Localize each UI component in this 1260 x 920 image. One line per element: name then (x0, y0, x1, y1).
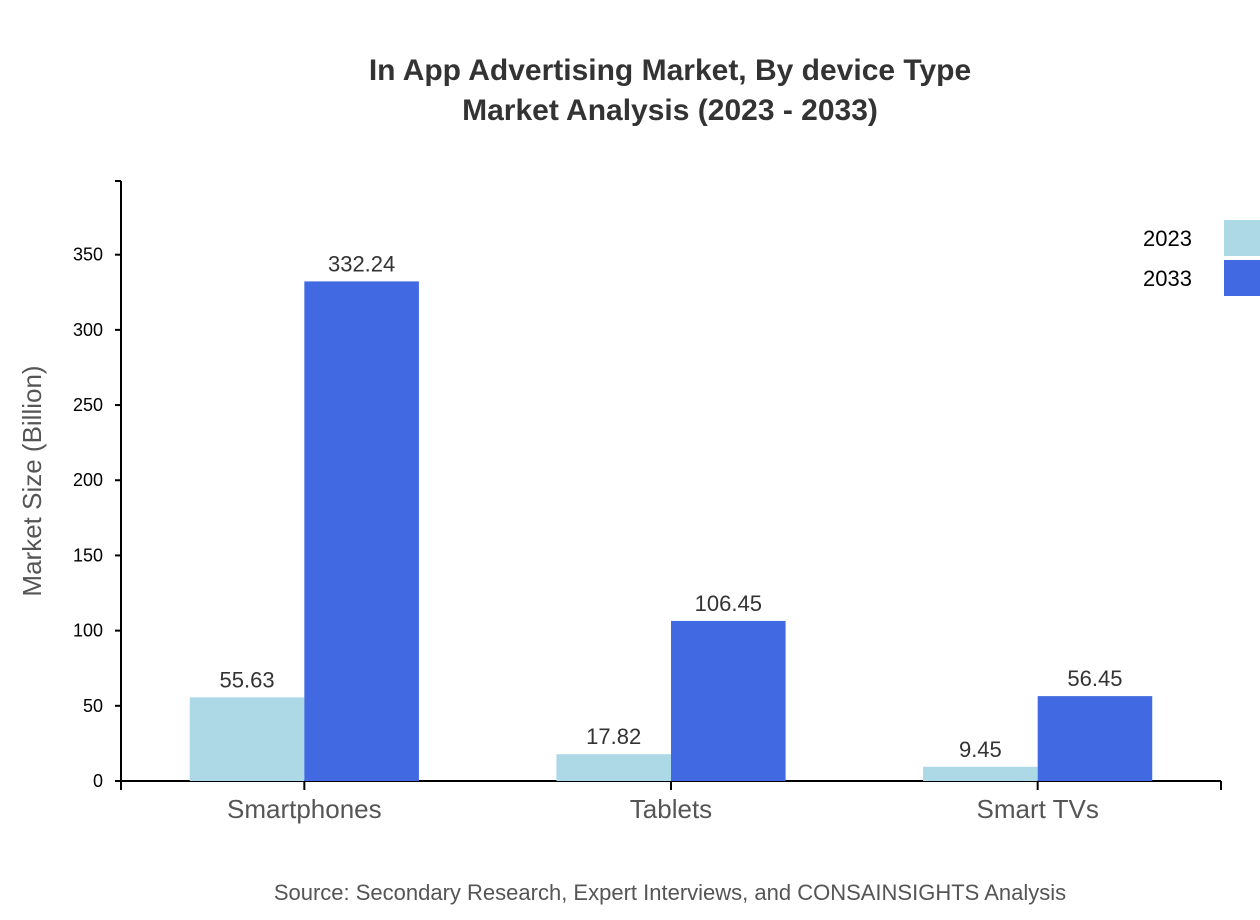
source-note: Source: Secondary Research, Expert Inter… (274, 880, 1066, 905)
y-axis-label: Market Size (Billion) (17, 365, 47, 596)
data-label: 55.63 (220, 667, 275, 692)
x-tick-label: Smart TVs (977, 794, 1099, 824)
bar-2023-smart-tvs (923, 766, 1038, 781)
y-tick-label: 0 (93, 771, 103, 791)
data-label: 56.45 (1067, 666, 1122, 691)
legend-swatch-2033 (1224, 260, 1260, 296)
x-tick-label: Smartphones (227, 794, 382, 824)
data-label: 17.82 (586, 724, 641, 749)
legend-swatch-2023 (1224, 220, 1260, 256)
y-tick-label: 150 (73, 545, 103, 565)
y-tick-label: 300 (73, 320, 103, 340)
y-tick-label: 250 (73, 395, 103, 415)
chart-title-line-1: In App Advertising Market, By device Typ… (369, 54, 971, 87)
bar-2033-smart-tvs (1037, 696, 1153, 781)
y-tick-label: 350 (73, 245, 103, 265)
y-tick-label: 200 (73, 470, 103, 490)
legend-label-2033: 2033 (1143, 266, 1192, 291)
bar-2023-tablets (556, 754, 671, 781)
data-label: 9.45 (959, 737, 1002, 762)
bar-2033-smartphones (304, 281, 419, 781)
data-label: 106.45 (695, 591, 762, 616)
bar-2033-tablets (671, 620, 786, 781)
bar-2023-smartphones (189, 697, 305, 781)
x-tick-label: Tablets (630, 794, 712, 824)
legend-label-2023: 2023 (1143, 226, 1192, 251)
y-tick-label: 100 (73, 621, 103, 641)
chart-title-line-2: Market Analysis (2023 - 2033) (462, 94, 878, 127)
y-tick-label: 50 (83, 696, 103, 716)
data-label: 332.24 (328, 251, 395, 276)
